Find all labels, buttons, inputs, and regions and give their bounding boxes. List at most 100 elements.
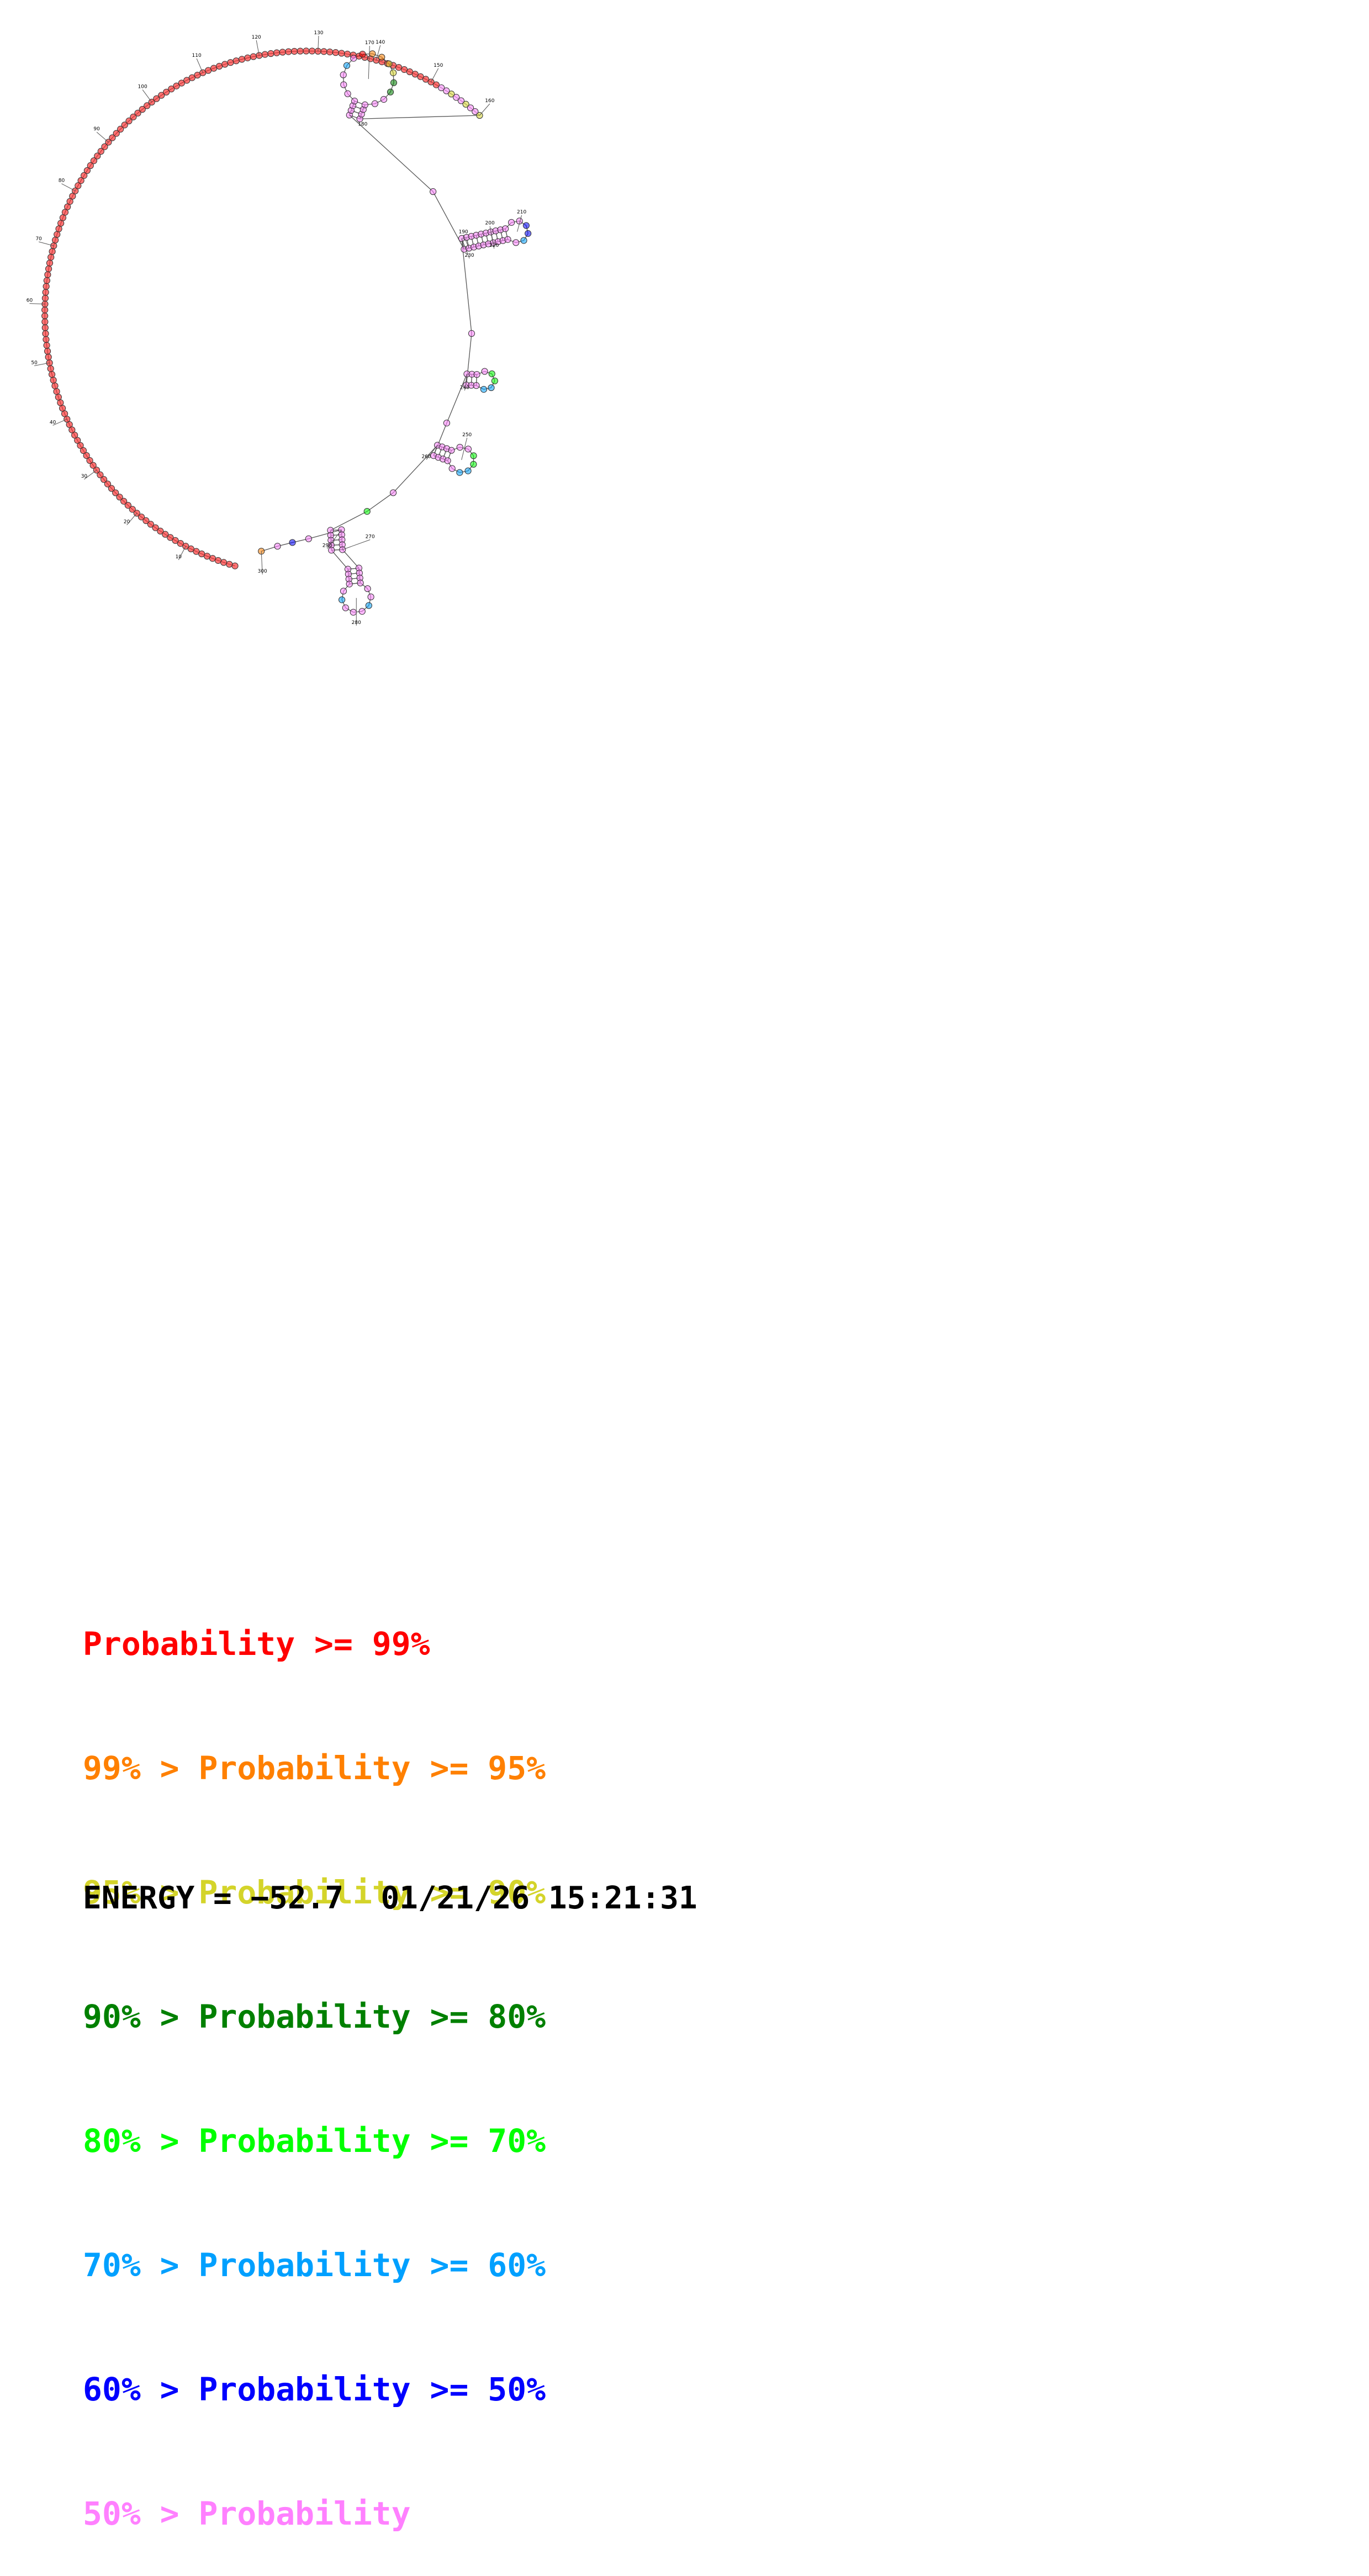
nucleotide: [43, 283, 49, 289]
backbone-segment: [309, 530, 342, 538]
legend-row: 70% > Probability >= 60%: [83, 2245, 546, 2286]
nucleotide: [480, 387, 487, 393]
nucleotide: [55, 394, 61, 400]
nucleotide: [321, 49, 327, 55]
legend-label: Probability >= 50%: [199, 2371, 546, 2408]
backbone-segment: [367, 493, 393, 511]
position-label: 150: [434, 63, 443, 68]
nucleotide: [471, 453, 477, 459]
position-label: 290: [323, 543, 332, 548]
nucleotide: [342, 605, 348, 611]
position-label: 220: [489, 243, 499, 248]
nucleotide: [360, 51, 366, 57]
nucleotide: [289, 539, 295, 546]
nucleotide: [43, 331, 49, 337]
nucleotide: [42, 325, 48, 331]
nucleotide: [468, 330, 474, 336]
energy-footer: ENERGY = −52.7 01/21/26 15:21:31: [83, 1880, 697, 1916]
nucleotide: [386, 61, 392, 67]
nucleotide: [286, 49, 292, 55]
nucleotide: [291, 48, 297, 54]
position-label: 100: [138, 84, 147, 89]
nucleotide: [513, 240, 519, 246]
nucleotide: [232, 563, 238, 569]
position-label: 80: [59, 178, 65, 184]
nucleotide: [57, 400, 64, 406]
nucleotide: [279, 49, 286, 55]
nucleotide: [372, 100, 378, 107]
nucleotide: [390, 80, 397, 86]
nucleotide: [491, 378, 498, 384]
nucleotide: [52, 383, 58, 389]
nucleotide: [362, 102, 368, 108]
nucleotide: [364, 585, 371, 591]
energy-label: ENERGY =: [83, 1880, 232, 1916]
position-label: 140: [376, 40, 385, 45]
nucleotide: [390, 490, 396, 496]
nucleotide: [473, 383, 479, 389]
nucleotide: [340, 547, 346, 553]
nucleotide: [443, 420, 450, 426]
position-tick-layer: 1020304050607080901001101201301401501601…: [27, 30, 527, 626]
nucleotide: [364, 509, 370, 515]
nucleotide: [274, 543, 281, 549]
nucleotide: [368, 594, 374, 600]
nucleotide: [42, 319, 48, 325]
nucleotide: [387, 89, 393, 95]
position-tick: [342, 539, 370, 549]
nucleotide: [340, 72, 346, 78]
nucleotide: [521, 237, 527, 244]
legend-label: Probability >= 70%: [199, 2122, 546, 2160]
energy-value: −52.7: [250, 1880, 343, 1916]
legend-label: Probability >= 99%: [83, 1625, 430, 1663]
nucleotide: [44, 277, 50, 283]
nucleotide: [445, 458, 451, 464]
nucleotide: [233, 58, 239, 64]
nucleotide: [216, 63, 222, 69]
legend-lead: 99% >: [83, 1749, 199, 1787]
position-label: 20: [124, 520, 130, 525]
legend-row: 80% > Probability >= 70%: [83, 2120, 546, 2162]
nucleotide: [366, 602, 372, 609]
position-label: 60: [27, 298, 33, 304]
legend-row: 99% > Probability >= 95%: [83, 1748, 546, 1789]
nucleotide: [250, 54, 256, 60]
position-tick: [97, 132, 108, 142]
nucleotide: [380, 96, 387, 102]
nucleotide: [357, 580, 363, 586]
legend-lead: 80% >: [83, 2122, 199, 2160]
nucleotide: [226, 561, 232, 567]
position-label: 280: [352, 620, 361, 626]
backbone-segment: [330, 511, 367, 530]
legend-lead: 90% >: [83, 1998, 199, 2035]
position-label: 70: [35, 236, 42, 242]
position-label: 190: [459, 229, 468, 235]
probability-legend: Probability >= 99% 99% > Probability >= …: [83, 1541, 546, 2576]
position-label: 230: [464, 253, 474, 258]
position-label: 180: [358, 121, 367, 127]
position-label: 30: [81, 474, 88, 479]
legend-row: 60% > Probability >= 50%: [83, 2369, 546, 2410]
nucleotide: [52, 237, 59, 243]
nucleotide: [210, 65, 216, 71]
nucleotide: [42, 313, 48, 319]
nucleotide-layer: [42, 48, 531, 616]
nucleotide: [49, 371, 55, 377]
nucleotide: [457, 469, 463, 475]
nucleotide: [50, 377, 56, 383]
nucleotide: [47, 366, 54, 372]
nucleotide: [471, 461, 477, 467]
position-label: 260: [421, 454, 431, 459]
position-label: 50: [31, 360, 38, 366]
nucleotide: [525, 230, 531, 236]
nucleotide: [346, 581, 352, 587]
nucleotide: [359, 609, 365, 615]
nucleotide: [245, 55, 251, 61]
nucleotide: [465, 468, 471, 474]
nucleotide: [332, 50, 339, 56]
nucleotide: [46, 260, 52, 266]
rna-secondary-structure-diagram: 1020304050607080901001101201301401501601…: [0, 0, 1369, 1414]
nucleotide: [48, 254, 54, 260]
nucleotide: [49, 248, 55, 255]
legend-label: Probability >= 60%: [199, 2246, 546, 2284]
